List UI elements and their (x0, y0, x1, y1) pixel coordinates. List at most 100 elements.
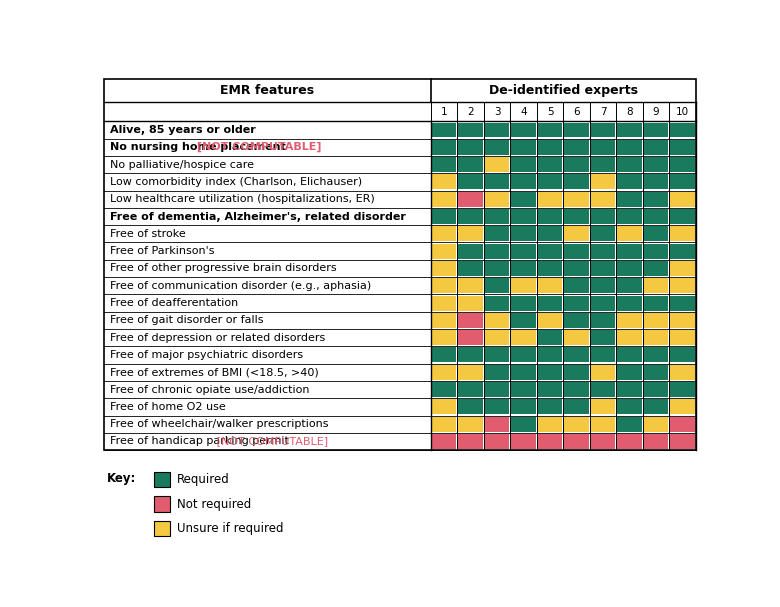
Bar (565, 140, 589, 155)
Bar (591, 140, 615, 155)
Bar (618, 192, 642, 207)
Bar (432, 416, 456, 432)
Bar (618, 296, 642, 311)
Bar (618, 226, 642, 242)
Text: Free of handicap parking permit: Free of handicap parking permit (110, 436, 289, 447)
Bar (565, 226, 589, 242)
Text: Alive, 85 years or older: Alive, 85 years or older (110, 125, 256, 135)
Bar (538, 278, 562, 293)
Bar (104, 381, 431, 398)
Bar (104, 242, 431, 260)
Bar (618, 313, 642, 328)
Bar (591, 365, 615, 380)
Text: Free of wheelchair/walker prescriptions: Free of wheelchair/walker prescriptions (110, 419, 328, 429)
Bar (618, 382, 642, 397)
Bar (618, 123, 642, 138)
Bar (104, 312, 431, 329)
Text: No nursing home placement: No nursing home placement (110, 142, 285, 152)
Text: 5: 5 (547, 107, 553, 117)
Bar (459, 157, 483, 172)
Text: 6: 6 (573, 107, 580, 117)
Text: Free of stroke: Free of stroke (110, 229, 186, 239)
Bar (644, 278, 668, 293)
Bar (538, 192, 562, 207)
Bar (512, 140, 536, 155)
Bar (432, 243, 456, 259)
Bar (485, 416, 509, 432)
Text: Free of deafferentation: Free of deafferentation (110, 298, 238, 308)
Bar (565, 399, 589, 415)
Bar (565, 157, 589, 172)
Bar (485, 123, 509, 138)
Bar (459, 296, 483, 311)
Bar (512, 278, 536, 293)
Bar (104, 364, 431, 381)
Bar (565, 382, 589, 397)
Bar (104, 329, 431, 347)
Bar (591, 330, 615, 345)
Bar (485, 382, 509, 397)
Bar (565, 243, 589, 259)
Text: Free of other progressive brain disorders: Free of other progressive brain disorder… (110, 263, 336, 273)
Bar (671, 382, 695, 397)
Bar (591, 243, 615, 259)
Bar (671, 226, 695, 242)
Bar (671, 347, 695, 362)
Bar (671, 296, 695, 311)
Bar (565, 174, 589, 189)
Text: Free of major psychiatric disorders: Free of major psychiatric disorders (110, 350, 303, 360)
Bar (591, 209, 615, 224)
Bar (485, 278, 509, 293)
Bar (432, 399, 456, 415)
Bar (538, 226, 562, 242)
Text: 10: 10 (676, 107, 689, 117)
Bar (591, 416, 615, 432)
Bar (591, 157, 615, 172)
Bar (538, 261, 562, 276)
Bar (512, 399, 536, 415)
Text: EMR features: EMR features (220, 84, 314, 97)
Bar (459, 209, 483, 224)
Bar (671, 157, 695, 172)
Bar (485, 226, 509, 242)
Bar (565, 347, 589, 362)
Bar (671, 209, 695, 224)
Bar (459, 123, 483, 138)
Bar (644, 192, 668, 207)
Bar (432, 278, 456, 293)
Bar (671, 243, 695, 259)
Bar (618, 434, 642, 449)
Bar (512, 226, 536, 242)
Bar (591, 382, 615, 397)
Bar (104, 121, 431, 138)
Bar (432, 261, 456, 276)
Bar (565, 278, 589, 293)
Text: Key:: Key: (107, 472, 136, 485)
Bar (512, 434, 536, 449)
Bar (591, 192, 615, 207)
Bar (644, 157, 668, 172)
Bar (538, 157, 562, 172)
Text: 4: 4 (520, 107, 526, 117)
Bar (538, 330, 562, 345)
Bar (459, 347, 483, 362)
Bar (485, 399, 509, 415)
Bar (432, 174, 456, 189)
Bar (618, 365, 642, 380)
Text: Required: Required (177, 473, 230, 486)
Bar (104, 225, 431, 242)
Bar (538, 296, 562, 311)
Text: Not required: Not required (177, 498, 252, 510)
Bar (432, 313, 456, 328)
Bar (565, 330, 589, 345)
Bar (565, 365, 589, 380)
Bar (485, 243, 509, 259)
Bar (512, 313, 536, 328)
Bar (644, 123, 668, 138)
Bar (432, 296, 456, 311)
Bar (565, 192, 589, 207)
Text: 8: 8 (626, 107, 633, 117)
Bar (512, 365, 536, 380)
Bar (432, 123, 456, 138)
Bar (485, 140, 509, 155)
